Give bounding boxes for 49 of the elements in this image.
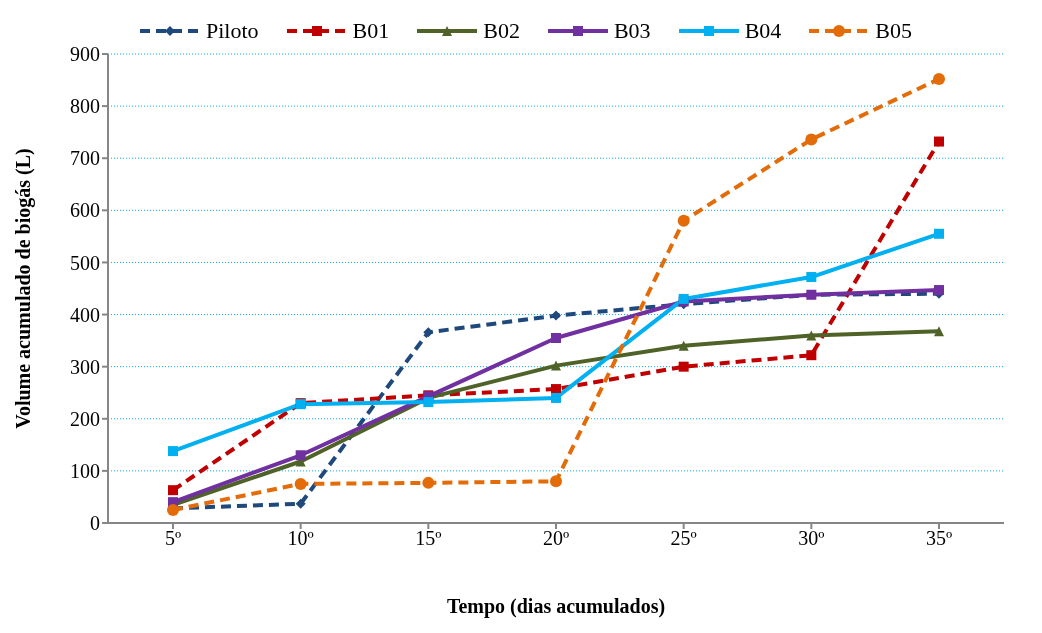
y-tick-label: 700 — [70, 147, 100, 170]
legend-label: B03 — [613, 18, 651, 44]
point — [168, 446, 178, 457]
point — [551, 310, 561, 321]
y-tick-label: 0 — [90, 512, 100, 535]
x-tick-label: 20º — [542, 527, 570, 550]
y-tick-label: 100 — [70, 459, 100, 482]
y-tick-label: 900 — [70, 43, 100, 66]
point — [295, 450, 306, 461]
point — [805, 133, 818, 146]
point — [934, 136, 944, 147]
point — [550, 475, 562, 488]
point — [551, 392, 561, 403]
y-tick-label: 200 — [70, 407, 100, 430]
point — [934, 326, 944, 337]
point — [677, 214, 690, 227]
point — [806, 272, 817, 283]
point — [294, 477, 307, 490]
point — [678, 340, 689, 351]
x-tick-label: 30º — [798, 527, 825, 550]
point — [806, 330, 817, 341]
legend-label: B05 — [875, 18, 912, 44]
point — [933, 73, 945, 86]
x-axis-title: Tempo (dias acumulados) — [446, 595, 666, 618]
point — [934, 228, 944, 239]
y-tick-label: 400 — [70, 303, 100, 326]
x-tick-label: 25º — [670, 527, 697, 550]
y-tick-label: 600 — [70, 199, 100, 222]
point — [678, 361, 689, 372]
x-tick-label: 5º — [164, 527, 182, 550]
x-tick-label: 15º — [415, 527, 442, 550]
x-tick-label: 35º — [925, 527, 953, 550]
point — [806, 350, 817, 361]
legend-label: B04 — [744, 18, 782, 44]
legend-label: B01 — [352, 18, 390, 44]
legend-label: Piloto — [205, 18, 259, 44]
x-tick-label: 10º — [287, 527, 314, 550]
point — [551, 333, 561, 344]
y-tick-label: 500 — [70, 251, 100, 274]
point — [422, 476, 435, 489]
legend-label: B02 — [483, 18, 520, 44]
y-axis-title: Volume acumulado de biogás (L) — [12, 148, 36, 429]
point — [551, 360, 561, 371]
y-tick-label: 300 — [70, 355, 100, 378]
point — [423, 397, 434, 408]
y-tick-label: 800 — [70, 95, 100, 118]
point — [168, 485, 178, 496]
point — [423, 327, 434, 338]
point — [295, 498, 306, 509]
